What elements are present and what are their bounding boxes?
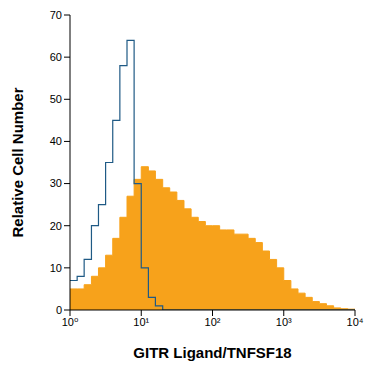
svg-text:20: 20	[50, 220, 62, 232]
svg-text:60: 60	[50, 51, 62, 63]
svg-text:10¹: 10¹	[133, 316, 149, 328]
svg-text:70: 70	[50, 9, 62, 21]
svg-text:50: 50	[50, 93, 62, 105]
svg-text:30: 30	[50, 177, 62, 189]
svg-text:10⁰: 10⁰	[62, 316, 79, 328]
svg-text:10³: 10³	[276, 316, 292, 328]
svg-text:0: 0	[56, 304, 62, 316]
svg-text:10²: 10²	[205, 316, 221, 328]
svg-text:Relative Cell Number: Relative Cell Number	[9, 87, 26, 237]
svg-text:40: 40	[50, 135, 62, 147]
svg-text:10⁴: 10⁴	[347, 316, 364, 328]
svg-text:10: 10	[50, 262, 62, 274]
svg-text:GITR Ligand/TNFSF18: GITR Ligand/TNFSF18	[133, 344, 291, 361]
